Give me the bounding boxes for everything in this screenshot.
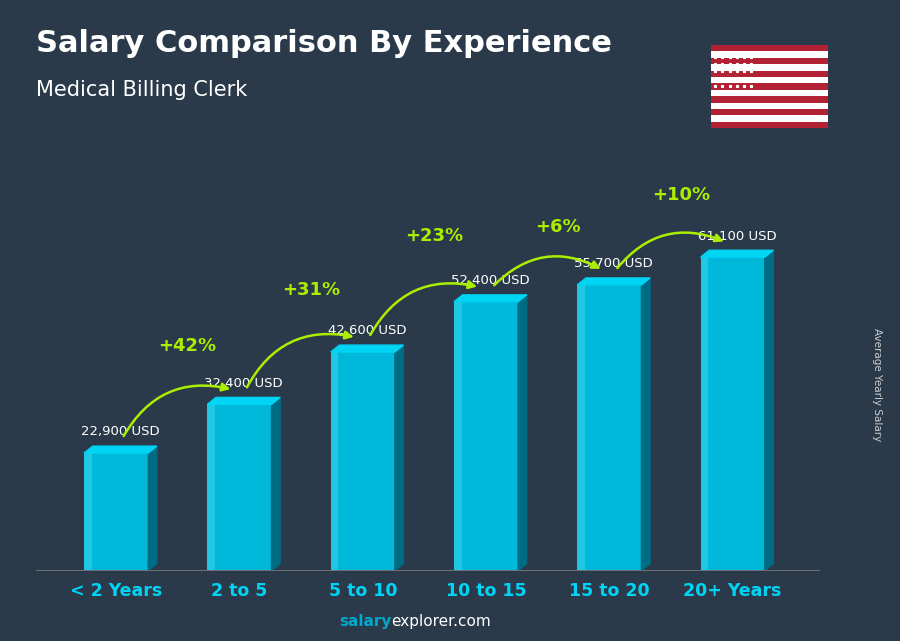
Text: 55,700 USD: 55,700 USD	[574, 257, 653, 271]
Text: explorer.com: explorer.com	[392, 615, 491, 629]
Bar	[577, 285, 642, 570]
Bar	[711, 90, 828, 96]
Bar	[711, 122, 828, 128]
Polygon shape	[272, 397, 280, 570]
Polygon shape	[207, 397, 280, 404]
Bar	[711, 45, 828, 51]
Bar	[207, 404, 272, 570]
Text: +42%: +42%	[158, 337, 217, 355]
Bar	[454, 302, 462, 570]
Text: 32,400 USD: 32,400 USD	[204, 377, 284, 390]
Polygon shape	[454, 295, 526, 302]
Text: Average Yearly Salary: Average Yearly Salary	[872, 328, 883, 441]
Polygon shape	[765, 250, 773, 570]
Text: Salary Comparison By Experience: Salary Comparison By Experience	[36, 29, 612, 58]
Polygon shape	[577, 278, 650, 285]
Bar	[711, 109, 828, 115]
Bar	[711, 103, 828, 109]
Polygon shape	[84, 446, 157, 453]
Bar	[700, 257, 765, 570]
Text: 61,100 USD: 61,100 USD	[698, 229, 777, 242]
Bar	[330, 352, 338, 570]
Bar	[454, 302, 518, 570]
Bar	[711, 77, 828, 83]
Bar	[577, 285, 585, 570]
Polygon shape	[148, 446, 157, 570]
Bar	[207, 404, 215, 570]
Text: 52,400 USD: 52,400 USD	[451, 274, 530, 287]
Bar	[84, 453, 148, 570]
Text: +6%: +6%	[535, 218, 581, 236]
Polygon shape	[330, 345, 403, 352]
Bar	[711, 51, 828, 58]
Text: +31%: +31%	[282, 281, 340, 299]
Polygon shape	[518, 295, 526, 570]
Bar	[700, 257, 708, 570]
Bar	[711, 64, 828, 71]
Text: salary: salary	[339, 615, 392, 629]
Bar	[711, 58, 828, 64]
Bar	[84, 453, 92, 570]
Polygon shape	[395, 345, 403, 570]
Text: 42,600 USD: 42,600 USD	[328, 324, 406, 337]
Bar	[711, 115, 828, 122]
Bar	[711, 83, 828, 90]
Text: 22,900 USD: 22,900 USD	[81, 426, 160, 438]
Polygon shape	[700, 250, 773, 257]
Bar	[330, 352, 395, 570]
Bar	[711, 96, 828, 103]
Polygon shape	[642, 278, 650, 570]
Text: +10%: +10%	[652, 186, 710, 204]
Text: Medical Billing Clerk: Medical Billing Clerk	[36, 80, 248, 100]
Text: +23%: +23%	[405, 227, 464, 245]
Bar	[711, 71, 828, 77]
